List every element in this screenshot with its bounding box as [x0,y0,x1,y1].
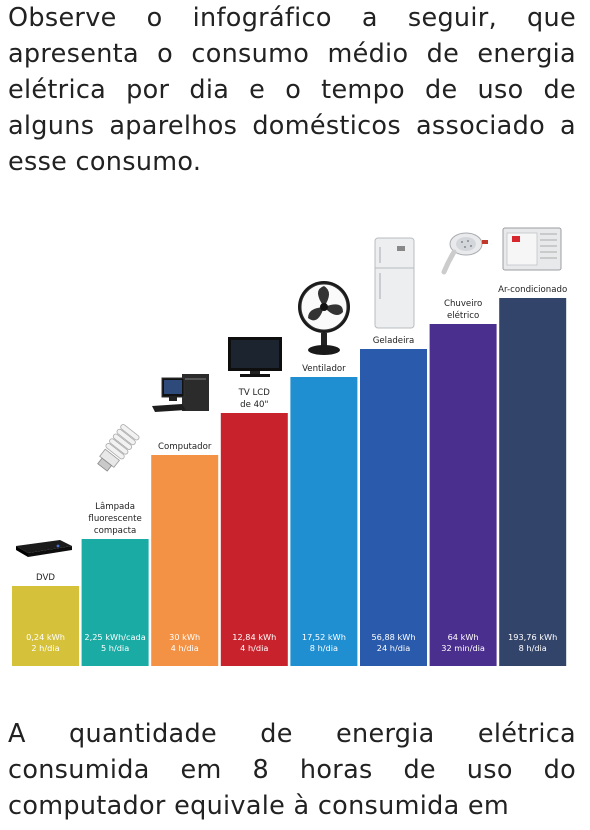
category-label: Lâmpada [95,502,135,512]
value-label: 12,84 kWh [232,632,276,642]
dvd-player-icon [16,540,72,557]
category-label: de 40" [240,400,268,410]
category-label: Computador [158,442,212,452]
bar-3 [220,413,288,666]
bar-5 [360,349,427,666]
value-label: 2,25 kWh/cada [84,632,145,642]
value-label: 64 kWh [448,632,479,642]
bar-7 [499,298,567,666]
cfl-lamp-icon [97,424,140,472]
category-label: Chuveiro [444,299,482,309]
usage-label: 8 h/dia [310,643,338,653]
fridge-icon [374,237,415,329]
usage-label: 4 h/dia [171,643,199,653]
category-label: fluorescente [88,514,141,524]
category-label: Ar-condicionado [498,285,567,295]
bar-6 [429,324,497,666]
bar-1 [81,539,149,666]
computer-icon [152,374,209,412]
category-label: DVD [36,573,55,583]
usage-label: 2 h/dia [31,643,59,653]
category-label: compacta [94,526,136,536]
category-label: Geladeira [373,336,415,346]
usage-label: 5 h/dia [101,643,129,653]
fan-icon [298,281,350,355]
usage-label: 8 h/dia [519,643,547,653]
question-paragraph: A quantidade de energia elétrica consumi… [8,719,576,821]
category-label: elétrico [447,310,479,321]
category-label: TV LCD [238,388,271,398]
usage-label: 24 h/dia [377,643,410,653]
value-label: 30 kWh [169,632,200,642]
bar-2 [151,455,219,666]
lcd-tv-icon [228,337,282,377]
usage-label: 32 min/dia [441,643,485,653]
category-label: Ventilador [302,364,346,374]
bar-4 [290,377,358,666]
bar-0 [12,586,79,666]
value-label: 0,24 kWh [26,632,65,642]
usage-label: 4 h/dia [240,643,268,653]
air-conditioner-icon [502,227,562,271]
intro-paragraph: Observe o infográfico a seguir, que apre… [8,3,576,177]
shower-icon [441,232,488,275]
value-label: 17,52 kWh [302,632,346,642]
value-label: 193,76 kWh [508,632,557,642]
value-label: 56,88 kWh [371,632,415,642]
